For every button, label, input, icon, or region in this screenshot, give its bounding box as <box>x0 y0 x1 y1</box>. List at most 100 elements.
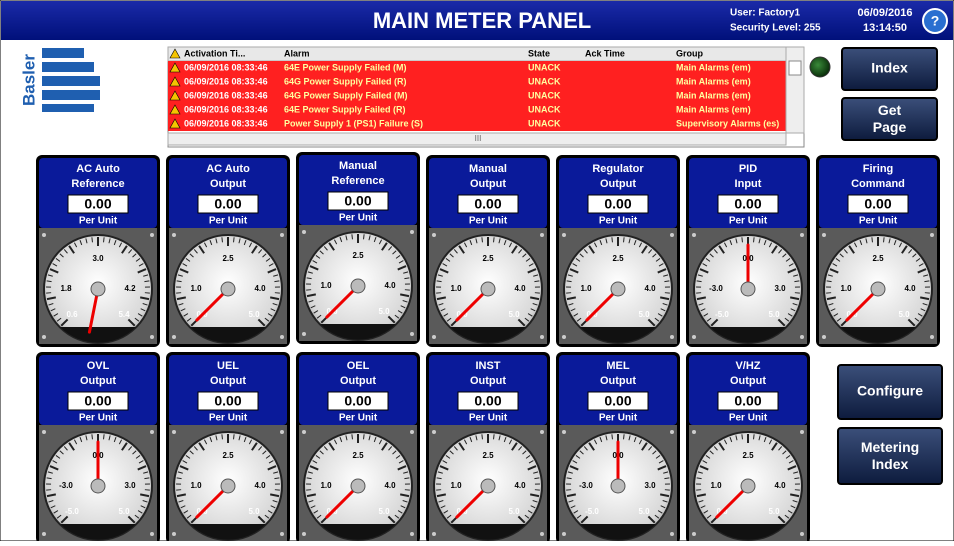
screw <box>410 230 414 234</box>
gauge-title: Regulator <box>592 163 644 175</box>
scale-label: 3.0 <box>92 254 104 263</box>
gauge-unit: Per Unit <box>729 216 768 227</box>
screw <box>800 335 804 339</box>
gauge-value: 0.00 <box>734 393 761 409</box>
scale-label: -5.0 <box>715 310 729 319</box>
scale-label: 2.5 <box>482 451 494 460</box>
gauge-value: 0.00 <box>604 393 631 409</box>
gauge-title: Command <box>851 178 905 190</box>
screw <box>432 335 436 339</box>
alarm-cell: 06/09/2016 08:33:46 <box>184 104 268 114</box>
screw <box>280 335 284 339</box>
scale-label: 4.0 <box>384 481 396 490</box>
gauge-title: AC Auto <box>76 163 120 175</box>
screw <box>692 335 696 339</box>
gauge-value: 0.00 <box>604 196 631 212</box>
gauge-unit: Per Unit <box>339 413 378 424</box>
screw <box>410 332 414 336</box>
alarm-cell: 06/09/2016 08:33:46 <box>184 62 268 72</box>
screw <box>172 233 176 237</box>
needle-hub <box>611 282 625 296</box>
dial-tick <box>234 434 235 439</box>
button-label: Index <box>871 60 908 76</box>
scale-label: 4.0 <box>384 281 396 290</box>
screw <box>302 230 306 234</box>
screw <box>540 233 544 237</box>
needle-hub <box>871 282 885 296</box>
scale-label: 1.0 <box>190 481 202 490</box>
time: 13:14:50 <box>863 22 907 34</box>
scale-label: 4.2 <box>124 284 136 293</box>
gauge-title: Firing <box>863 163 894 175</box>
screw <box>172 335 176 339</box>
v-scrollbar <box>786 47 804 133</box>
dial-tick <box>364 434 365 439</box>
screw <box>42 532 46 536</box>
gauge-unit: Per Unit <box>729 413 768 424</box>
scale-label: 1.0 <box>450 481 462 490</box>
needle-hub <box>91 282 105 296</box>
screw <box>150 233 154 237</box>
alarm-cell: UNACK <box>528 104 561 114</box>
screw <box>42 335 46 339</box>
logo-bar <box>42 104 94 112</box>
dial-tick <box>742 434 743 439</box>
screw <box>822 335 826 339</box>
scale-label: 2.5 <box>352 451 364 460</box>
needle-hub <box>351 479 365 493</box>
scale-label: 2.5 <box>352 251 364 260</box>
needle-hub <box>481 282 495 296</box>
dial-tick <box>234 237 235 242</box>
gauge-value: 0.00 <box>214 393 241 409</box>
screw <box>670 335 674 339</box>
gauge-title: Output <box>730 375 766 387</box>
logo-bar <box>42 62 94 72</box>
alarm-cell: 64E Power Supply Failed (M) <box>284 62 407 72</box>
screw <box>172 532 176 536</box>
scale-label: 1.0 <box>190 284 202 293</box>
screw <box>280 233 284 237</box>
alarm-cell: UNACK <box>528 62 561 72</box>
needle-hub <box>741 479 755 493</box>
dial-tick <box>884 237 885 242</box>
scale-label: 5.0 <box>378 507 390 516</box>
gauge-unit: Per Unit <box>79 216 118 227</box>
scale-label: 2.5 <box>612 254 624 263</box>
screw <box>670 430 674 434</box>
gauge-title: Output <box>600 178 636 190</box>
gauge-value: 0.00 <box>214 196 241 212</box>
screw <box>800 233 804 237</box>
dial-tick <box>612 434 613 439</box>
scale-label: 5.0 <box>248 507 260 516</box>
gauge-title: Output <box>600 375 636 387</box>
dial-tick <box>352 434 353 439</box>
gauge-title: UEL <box>217 360 239 372</box>
dial-tick <box>494 434 495 439</box>
gauge-value: 0.00 <box>344 393 371 409</box>
dial-tick <box>222 237 223 242</box>
help-label: ? <box>931 13 940 29</box>
date: 06/09/2016 <box>857 7 912 19</box>
gauge-unit: Per Unit <box>209 216 248 227</box>
screw <box>432 532 436 536</box>
title: MAIN METER PANEL <box>373 8 591 33</box>
dial-tick <box>104 434 105 439</box>
scale-label: 5.0 <box>508 310 520 319</box>
scale-label: 3.0 <box>774 284 786 293</box>
screw <box>432 430 436 434</box>
screw <box>562 430 566 434</box>
gauge-title: Manual <box>339 160 377 172</box>
scale-label: -3.0 <box>579 481 593 490</box>
screw <box>302 332 306 336</box>
scale-label: 5.0 <box>118 507 130 516</box>
scale-label: 1.8 <box>60 284 72 293</box>
screw <box>540 532 544 536</box>
screw <box>302 430 306 434</box>
screw <box>280 532 284 536</box>
needle-hub <box>481 479 495 493</box>
alarm-cell: Main Alarms (em) <box>676 62 751 72</box>
security: Security Level: 255 <box>730 23 821 34</box>
gauge-unit: Per Unit <box>599 413 638 424</box>
scale-label: 2.5 <box>222 451 234 460</box>
